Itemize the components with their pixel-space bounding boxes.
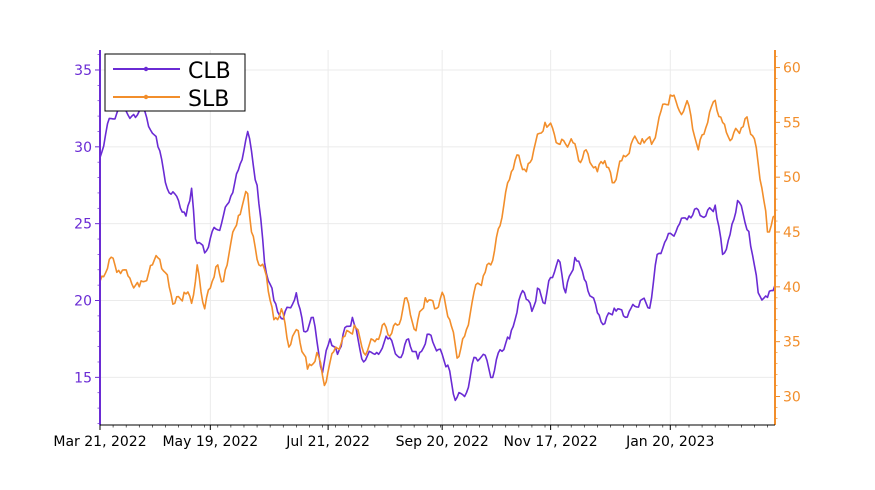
legend: CLB SLB	[104, 53, 246, 112]
y-right-tick-label: 50	[783, 170, 801, 186]
x-tick-label: May 19, 2022	[162, 434, 258, 450]
y-right-tick-label: 60	[783, 61, 801, 77]
x-tick-label: Jul 21, 2022	[285, 434, 370, 450]
legend-clb-marker	[143, 66, 149, 72]
series-layer	[99, 94, 776, 402]
y-left-tick-label: 25	[74, 217, 92, 233]
x-tick-label: Nov 17, 2022	[504, 434, 598, 450]
legend-box	[104, 53, 246, 112]
series-line-slb	[99, 94, 776, 387]
x-tick-label: Jan 20, 2023	[625, 434, 714, 450]
y-left-tick-label: 30	[74, 140, 92, 156]
y-right-tick-label: 40	[783, 280, 801, 296]
x-tick-label: Sep 20, 2022	[396, 434, 489, 450]
x-tick-label: Mar 21, 2022	[53, 434, 146, 450]
legend-slb-label: SLB	[188, 87, 229, 112]
y-right-tick-label: 55	[783, 115, 801, 131]
y-right-tick-label: 45	[783, 225, 801, 241]
legend-slb-marker	[143, 94, 149, 100]
series-line-clb	[99, 103, 776, 402]
axes: Mar 21, 2022 May 19, 2022 Jul 21, 2022 Sep …	[53, 50, 801, 450]
y-left-tick-label: 15	[74, 370, 92, 386]
y-left-tick-label: 35	[74, 63, 92, 79]
y-right-tick-label: 30	[783, 389, 801, 405]
y-left-tick-label: 20	[74, 294, 92, 310]
y-right-tick-label: 35	[783, 335, 801, 351]
legend-clb-label: CLB	[188, 59, 231, 84]
